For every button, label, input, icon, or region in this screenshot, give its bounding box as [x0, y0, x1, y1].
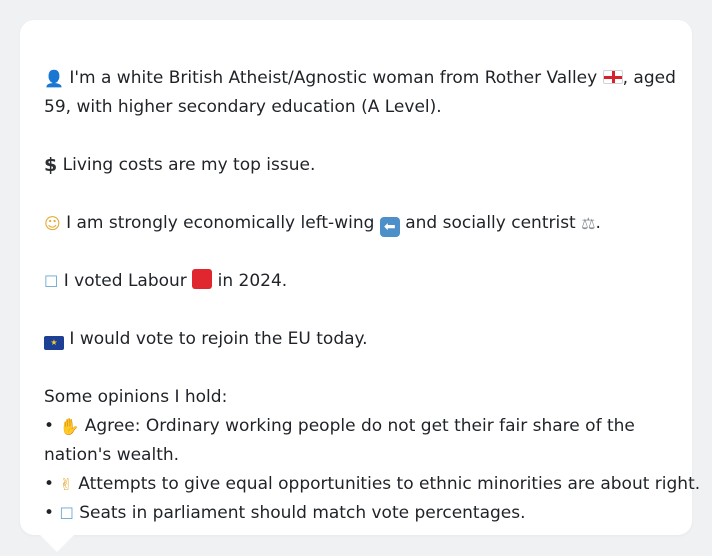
opinion-item-3: • ☐ Seats in parliament should match vot… — [44, 499, 668, 528]
eu-text: I would vote to rejoin the EU today. — [69, 329, 368, 349]
bullet: • — [44, 474, 55, 494]
opinion-item-2-text: Attempts to give equal opportunities to … — [78, 474, 701, 494]
opinion-item-1-cont: nation's wealth. — [44, 445, 180, 465]
person-icon: 👤 — [44, 69, 64, 88]
vote-line: ☐ I voted Labour in 2024. — [44, 267, 668, 296]
england-flag-icon — [602, 70, 623, 84]
left-arrow-icon: ⬅ — [379, 217, 400, 237]
bubble-pointer — [40, 535, 74, 552]
opinion-item-1: • ✋ Agree: Ordinary working people do no… — [44, 412, 668, 441]
ballot-box-icon: ☐ — [59, 504, 74, 523]
eu-flag-icon: ★ — [44, 336, 64, 350]
profile-text-1: I'm a white British Atheist/Agnostic wom… — [69, 68, 603, 88]
handshake-icon: ✌ — [59, 475, 73, 494]
vote-text-b: in 2024. — [212, 271, 288, 291]
red-square-icon — [192, 269, 213, 289]
thumbs-up-icon: ✋ — [59, 417, 80, 436]
dollar-icon: $ — [44, 154, 58, 176]
profile-line-1: 👤 I'm a white British Atheist/Agnostic w… — [44, 64, 676, 93]
issue-text: Living costs are my top issue. — [62, 155, 316, 175]
vote-text-a: I voted Labour — [63, 271, 193, 291]
profile-text-1b: , aged — [622, 68, 676, 88]
bullet: • — [44, 503, 55, 523]
politics-text-a: I am strongly economically left-wing — [66, 213, 380, 233]
eu-line: ★ I would vote to rejoin the EU today. — [44, 325, 668, 354]
opinions-heading: Some opinions I hold: — [44, 387, 228, 407]
bullet: • — [44, 416, 55, 436]
opinion-item-1-text: Agree: Ordinary working people do not ge… — [84, 416, 635, 436]
thinking-face-icon: ☺ — [44, 214, 61, 233]
politics-text-b: and socially centrist — [399, 213, 582, 233]
politics-line: ☺ I am strongly economically left-wing ⬅… — [44, 209, 668, 238]
message-bubble: 👤 I'm a white British Atheist/Agnostic w… — [20, 20, 700, 535]
balance-scale-icon: ⚖ — [581, 214, 596, 233]
opinion-item-2: • ✌ Attempts to give equal opportunities… — [44, 470, 700, 499]
profile-line-2: 59, with higher secondary education (A L… — [44, 97, 442, 117]
ballot-box-icon: ☐ — [44, 272, 59, 291]
issue-line: $ Living costs are my top issue. — [44, 151, 668, 180]
opinion-item-3-text: Seats in parliament should match vote pe… — [79, 503, 526, 523]
politics-text-c: . — [595, 213, 601, 233]
